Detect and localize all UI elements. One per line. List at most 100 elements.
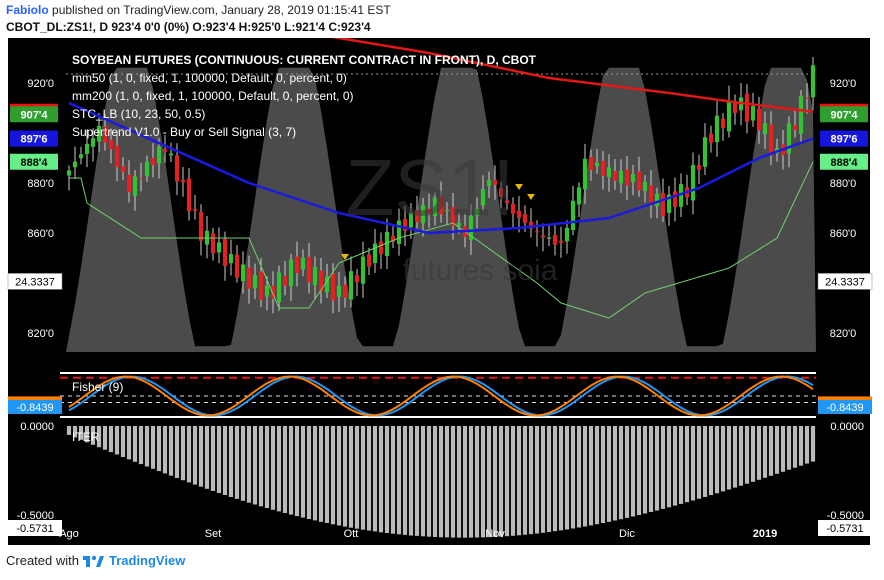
iter-bar[interactable]: [324, 426, 330, 523]
candle-body[interactable]: [66, 170, 72, 176]
candle-body[interactable]: [294, 256, 300, 274]
candle-body[interactable]: [228, 254, 234, 264]
candle-body[interactable]: [318, 270, 324, 292]
iter-bar[interactable]: [192, 426, 198, 485]
iter-bar[interactable]: [318, 426, 324, 522]
iter-bar[interactable]: [804, 426, 810, 464]
candle-body[interactable]: [378, 241, 384, 255]
iter-bar[interactable]: [264, 426, 270, 508]
candle-body[interactable]: [324, 276, 330, 293]
candle-body[interactable]: [456, 222, 462, 227]
candle-body[interactable]: [252, 275, 258, 289]
iter-bar[interactable]: [378, 426, 384, 533]
iter-bar[interactable]: [420, 426, 426, 537]
candle-body[interactable]: [504, 200, 510, 204]
iter-bar[interactable]: [222, 426, 228, 495]
iter-bar[interactable]: [384, 426, 390, 533]
fisher-signal-line[interactable]: [68, 375, 814, 417]
candle-body[interactable]: [186, 178, 192, 212]
iter-bar[interactable]: [606, 426, 612, 522]
candle-body[interactable]: [420, 205, 426, 224]
candle-body[interactable]: [714, 115, 720, 143]
iter-bar[interactable]: [252, 426, 258, 505]
candle-body[interactable]: [390, 235, 396, 242]
author-link[interactable]: Fabiolo: [6, 3, 49, 17]
candle-body[interactable]: [408, 212, 414, 228]
candle-body[interactable]: [522, 214, 528, 223]
candle-body[interactable]: [102, 126, 108, 143]
iter-bar[interactable]: [558, 426, 564, 531]
legend-mm50[interactable]: mm50 (1, 0, fixed, 1, 100000, Default, 0…: [72, 71, 347, 85]
candle-body[interactable]: [552, 235, 558, 245]
iter-bar[interactable]: [540, 426, 546, 533]
iter-bar[interactable]: [486, 426, 492, 538]
candle-body[interactable]: [426, 208, 432, 214]
iter-bar[interactable]: [738, 426, 744, 486]
iter-bar[interactable]: [534, 426, 540, 534]
candle-body[interactable]: [264, 285, 270, 297]
iter-bar[interactable]: [504, 426, 510, 537]
iter-bar[interactable]: [618, 426, 624, 520]
candle-body[interactable]: [432, 197, 438, 216]
iter-bar[interactable]: [354, 426, 360, 529]
iter-bar[interactable]: [126, 426, 132, 460]
candle-body[interactable]: [384, 231, 390, 256]
iter-bar[interactable]: [150, 426, 156, 469]
candle-body[interactable]: [438, 196, 444, 215]
candle-body[interactable]: [810, 65, 816, 98]
iter-bar[interactable]: [666, 426, 672, 508]
iter-bar[interactable]: [762, 426, 768, 478]
candle-body[interactable]: [198, 212, 204, 241]
iter-bar[interactable]: [516, 426, 522, 536]
iter-bar[interactable]: [576, 426, 582, 528]
iter-bar[interactable]: [522, 426, 528, 535]
iter-bar[interactable]: [228, 426, 234, 497]
candle-body[interactable]: [120, 166, 126, 173]
candle-body[interactable]: [402, 219, 408, 232]
iter-bar[interactable]: [234, 426, 240, 499]
iter-bar[interactable]: [600, 426, 606, 523]
candle-body[interactable]: [84, 143, 90, 154]
candle-body[interactable]: [96, 125, 102, 142]
iter-bar[interactable]: [642, 426, 648, 514]
candle-body[interactable]: [240, 264, 246, 282]
iter-bar[interactable]: [774, 426, 780, 474]
iter-bar[interactable]: [444, 426, 450, 538]
iter-bar[interactable]: [426, 426, 432, 537]
iter-bar[interactable]: [306, 426, 312, 519]
candle-body[interactable]: [258, 271, 264, 300]
legend-mm200[interactable]: mm200 (1, 0, fixed, 1, 100000, Default, …: [72, 89, 354, 103]
candle-body[interactable]: [654, 193, 660, 207]
iter-bar[interactable]: [390, 426, 396, 534]
candle-body[interactable]: [570, 200, 576, 230]
iter-bar[interactable]: [72, 426, 78, 438]
iter-bar[interactable]: [654, 426, 660, 511]
iter-bar[interactable]: [180, 426, 186, 481]
candle-body[interactable]: [798, 95, 804, 134]
sell-signal-icon[interactable]: [527, 194, 535, 200]
candle-body[interactable]: [540, 235, 546, 238]
candle-body[interactable]: [804, 97, 810, 99]
mm200-line[interactable]: [69, 38, 814, 114]
iter-bar[interactable]: [678, 426, 684, 504]
iter-bar[interactable]: [696, 426, 702, 499]
iter-bar[interactable]: [84, 426, 90, 443]
candle-body[interactable]: [744, 93, 750, 122]
iter-bar[interactable]: [144, 426, 150, 467]
iter-bar[interactable]: [594, 426, 600, 525]
chart-svg[interactable]: ZS1! futures soia SOYBEAN FUTURES (CONTI…: [0, 38, 884, 550]
iter-bar[interactable]: [756, 426, 762, 480]
candle-body[interactable]: [168, 153, 174, 156]
candle-body[interactable]: [336, 285, 342, 297]
iter-bar[interactable]: [660, 426, 666, 509]
candle-body[interactable]: [534, 231, 540, 233]
mm50-line[interactable]: [68, 101, 814, 235]
iter-bar[interactable]: [432, 426, 438, 537]
candle-body[interactable]: [630, 174, 636, 182]
candle-body[interactable]: [330, 273, 336, 301]
candle-body[interactable]: [732, 101, 738, 114]
sell-signal-icon[interactable]: [515, 184, 523, 190]
iter-bar[interactable]: [360, 426, 366, 530]
iter-bar[interactable]: [114, 426, 120, 455]
iter-bar[interactable]: [312, 426, 318, 521]
